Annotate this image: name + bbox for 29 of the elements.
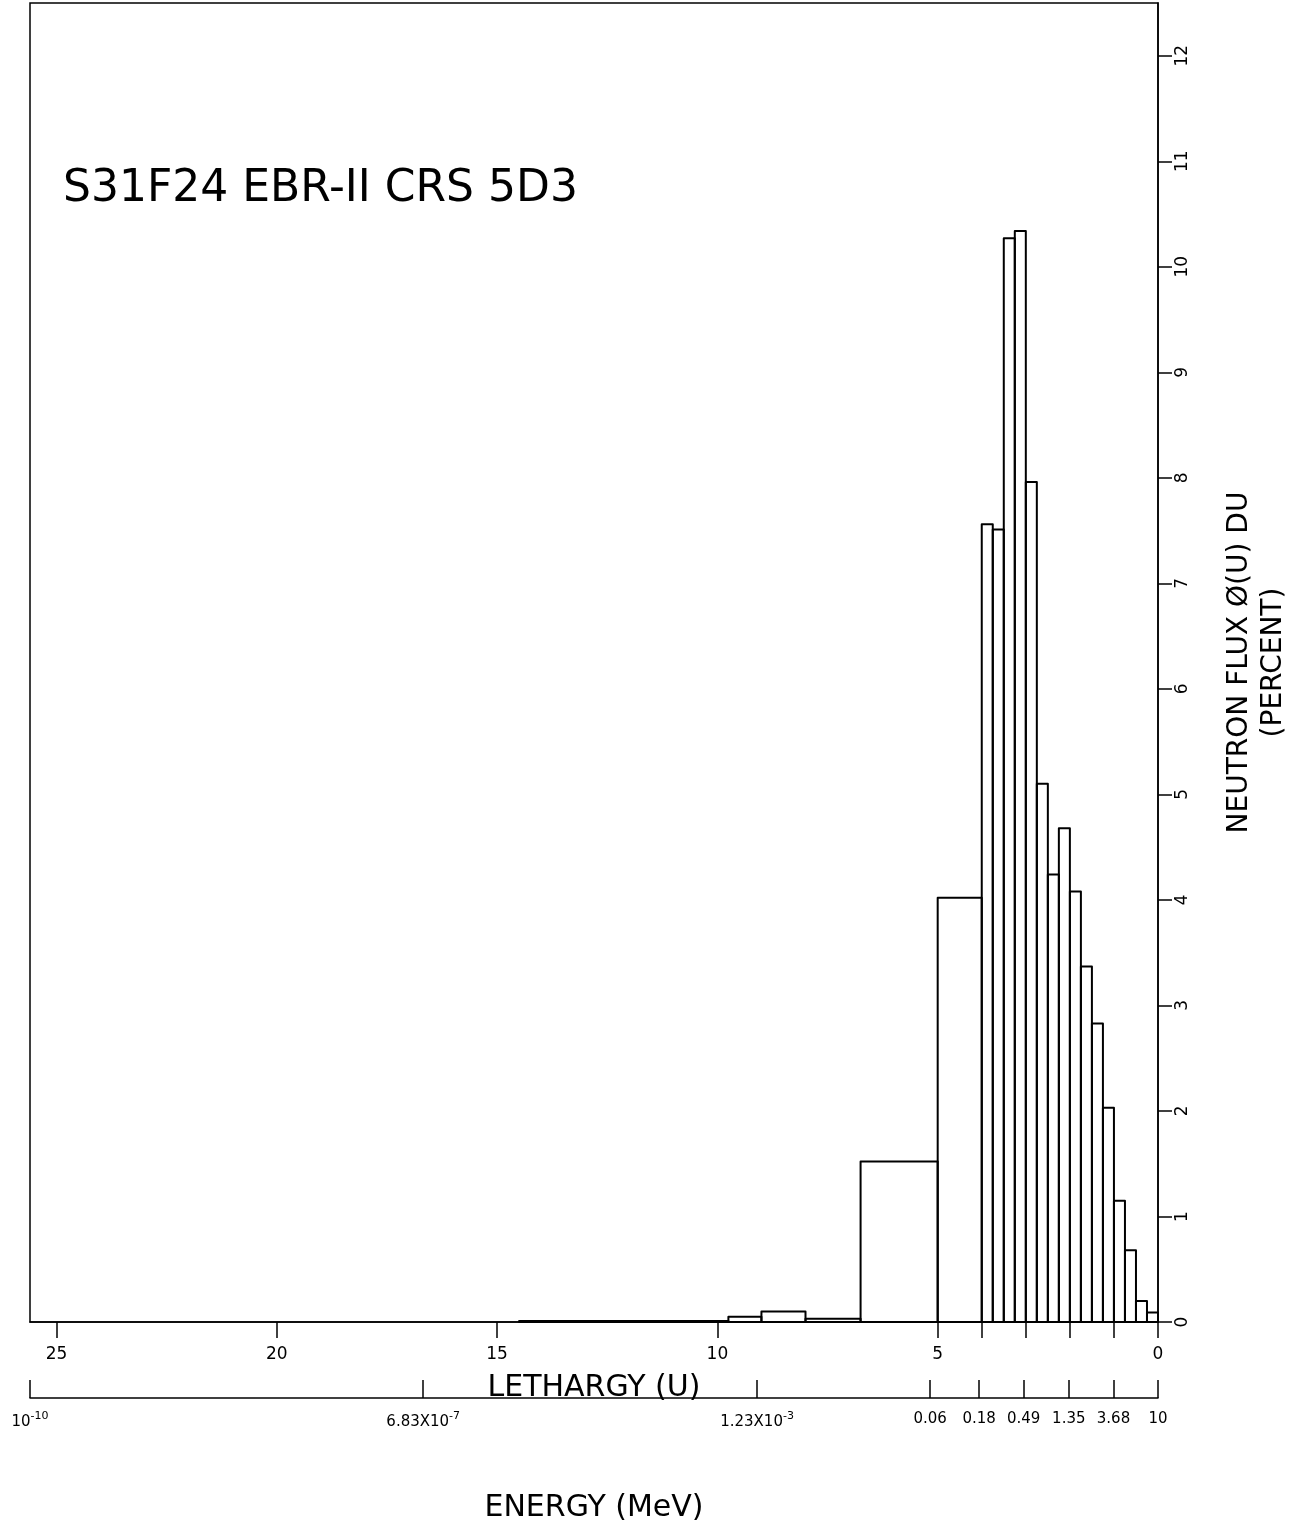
x2-tick-label: 1.35: [1052, 1408, 1086, 1427]
x-tick-label: 20: [265, 1342, 288, 1363]
y-tick-label: 5: [1170, 788, 1191, 800]
y-tick-label: 0: [1170, 1316, 1191, 1328]
x-tick-label: 0: [1152, 1342, 1164, 1363]
x2-tick-label: 0.49: [1006, 1408, 1041, 1427]
text: S31F24 EBR-II CRS 5D3: [63, 159, 578, 211]
y-tick-label: 7: [1170, 577, 1191, 589]
y-tick-label: 6: [1170, 683, 1191, 695]
y-tick-label: 8: [1170, 472, 1191, 484]
y-tick-label: 1: [1170, 1211, 1191, 1222]
y-tick-label: 11: [1170, 150, 1191, 173]
x2-axis-title: ENERGY (MeV): [484, 1487, 704, 1523]
y-tick-label: 2: [1170, 1105, 1191, 1117]
y-tick-label: 10: [1170, 255, 1191, 278]
x2-tick-label: 10: [1148, 1408, 1168, 1427]
y-tick-label: 9: [1170, 366, 1191, 378]
y-tick-label: 12: [1170, 44, 1191, 67]
x-tick-label: 25: [45, 1342, 68, 1363]
x-tick-label: 10: [706, 1342, 729, 1363]
y-axis-title: NEUTRON FLUX Ø(U) DU (PERCENT): [1220, 491, 1288, 834]
x2-tick-label: 3.68: [1096, 1408, 1131, 1427]
x-tick-label: 15: [486, 1342, 508, 1363]
y-tick-label: 3: [1170, 1000, 1191, 1011]
x-tick-label: 5: [932, 1342, 944, 1363]
y-tick-label: 4: [1170, 894, 1191, 906]
x-axis-title: LETHARGY (U): [487, 1367, 701, 1403]
x2-tick-label: 0.18: [962, 1408, 996, 1427]
x2-tick-label: 0.06: [913, 1408, 947, 1427]
